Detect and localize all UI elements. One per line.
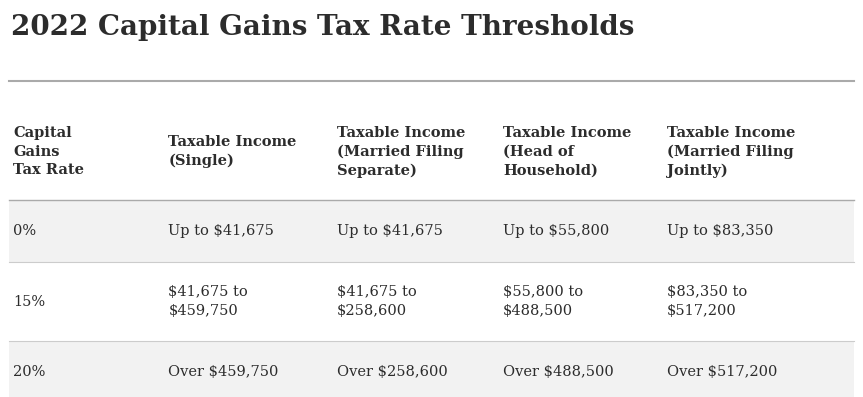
Text: Taxable Income
(Head of
Household): Taxable Income (Head of Household) (503, 127, 632, 177)
Text: 15%: 15% (13, 295, 45, 309)
Text: $41,675 to
$459,750: $41,675 to $459,750 (168, 285, 248, 318)
Text: $83,350 to
$517,200: $83,350 to $517,200 (667, 285, 747, 318)
Text: $55,800 to
$488,500: $55,800 to $488,500 (503, 285, 583, 318)
Text: Over $459,750: Over $459,750 (168, 365, 279, 379)
Text: Up to $41,675: Up to $41,675 (168, 224, 274, 238)
Text: Up to $55,800: Up to $55,800 (503, 224, 609, 238)
FancyBboxPatch shape (9, 262, 854, 341)
Text: Over $258,600: Over $258,600 (337, 365, 447, 379)
Text: $41,675 to
$258,600: $41,675 to $258,600 (337, 285, 416, 318)
Text: Over $517,200: Over $517,200 (667, 365, 778, 379)
Text: Up to $41,675: Up to $41,675 (337, 224, 443, 238)
Text: Taxable Income
(Single): Taxable Income (Single) (168, 135, 297, 168)
Text: 20%: 20% (13, 365, 46, 379)
Text: Taxable Income
(Married Filing
Separate): Taxable Income (Married Filing Separate) (337, 126, 465, 178)
Text: 2022 Capital Gains Tax Rate Thresholds: 2022 Capital Gains Tax Rate Thresholds (11, 14, 634, 41)
Text: 0%: 0% (13, 224, 36, 238)
Text: Over $488,500: Over $488,500 (503, 365, 614, 379)
FancyBboxPatch shape (9, 200, 854, 262)
FancyBboxPatch shape (9, 341, 854, 397)
Text: Taxable Income
(Married Filing
Jointly): Taxable Income (Married Filing Jointly) (667, 126, 796, 178)
Text: Capital
Gains
Tax Rate: Capital Gains Tax Rate (13, 127, 84, 177)
Text: Up to $83,350: Up to $83,350 (667, 224, 773, 238)
